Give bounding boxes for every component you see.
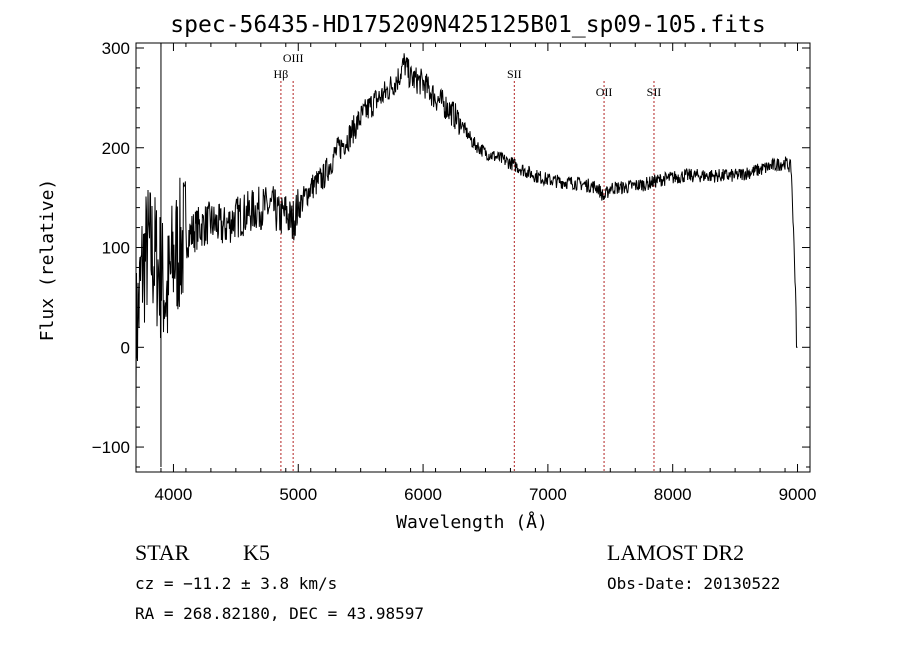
x-axis-label: Wavelength (Å): [396, 511, 548, 533]
emission-lines: Hβ OIII SII OII SII: [160, 43, 662, 472]
object-subclass: K5: [243, 540, 270, 565]
object-class: STAR: [135, 540, 190, 565]
redshift-velocity: cz = −11.2 ± 3.8 km/s: [135, 574, 337, 593]
x-tick-label: 5000: [279, 485, 317, 504]
y-axis: −100 0 100 200 300: [92, 39, 810, 468]
y-tick-label: 0: [121, 338, 130, 357]
emission-line-label: Hβ: [274, 67, 289, 81]
emission-line-label: SII: [647, 85, 662, 99]
x-tick-label: 9000: [779, 485, 817, 504]
y-axis-label: Flux (relative): [37, 179, 58, 342]
chart-title: spec-56435-HD175209N425125B01_sp09-105.f…: [170, 12, 765, 38]
y-tick-label: 100: [102, 239, 130, 258]
x-tick-label: 4000: [155, 485, 193, 504]
x-tick-label: 7000: [529, 485, 567, 504]
x-tick-label: 6000: [404, 485, 442, 504]
emission-line-label: OIII: [283, 51, 304, 65]
emission-line-label: SII: [507, 67, 522, 81]
y-tick-label: 200: [102, 139, 130, 158]
coordinates: RA = 268.82180, DEC = 43.98597: [135, 604, 424, 623]
y-tick-label: 300: [102, 39, 130, 58]
emission-line-label: OII: [596, 85, 613, 99]
spectrum-line: [135, 53, 798, 408]
survey-name: LAMOST DR2: [607, 540, 744, 565]
x-axis: 4000 5000 6000 7000 8000 9000: [135, 43, 817, 504]
plot-frame: [135, 42, 811, 473]
x-tick-label: 8000: [654, 485, 692, 504]
y-tick-label: −100: [92, 438, 130, 457]
observation-date: Obs-Date: 20130522: [607, 574, 780, 593]
